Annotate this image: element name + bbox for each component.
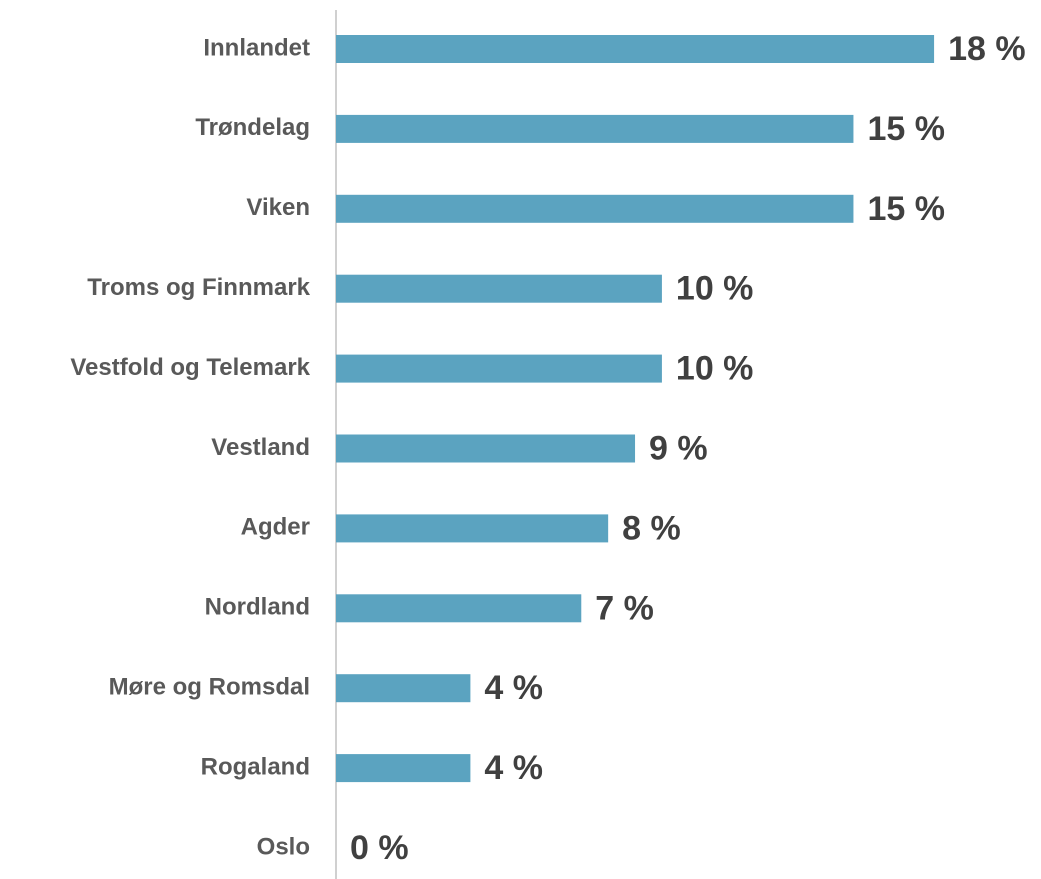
category-label: Agder [241,514,310,541]
bar [336,114,854,143]
value-label: 4 % [484,669,543,707]
value-label: 4 % [484,749,543,787]
value-label: 0 % [350,829,409,867]
value-label: 15 % [867,110,945,148]
value-label: 15 % [867,190,945,228]
category-label: Nordland [205,594,310,621]
category-label: Rogaland [201,753,310,780]
bar [336,35,935,63]
category-label: Vestland [211,434,310,461]
bar [336,194,854,223]
category-label: Oslo [257,833,310,860]
bar [336,274,662,303]
category-label: Trøndelag [195,114,310,141]
value-label: 7 % [595,589,654,627]
value-label: 8 % [622,509,681,547]
value-label: 18 % [948,30,1026,68]
bar [336,674,471,703]
category-label: Innlandet [203,34,310,61]
value-label: 10 % [676,270,754,308]
category-label: Viken [246,194,310,221]
category-label: Vestfold og Telemark [70,354,310,381]
bar [336,514,609,543]
bar [336,434,636,463]
bar [336,354,662,383]
value-label: 10 % [676,350,754,388]
value-label: 9 % [649,429,708,467]
category-label: Troms og Finnmark [87,274,310,301]
bar [336,754,471,783]
bar [336,594,582,623]
category-label: Møre og Romsdal [109,674,310,701]
